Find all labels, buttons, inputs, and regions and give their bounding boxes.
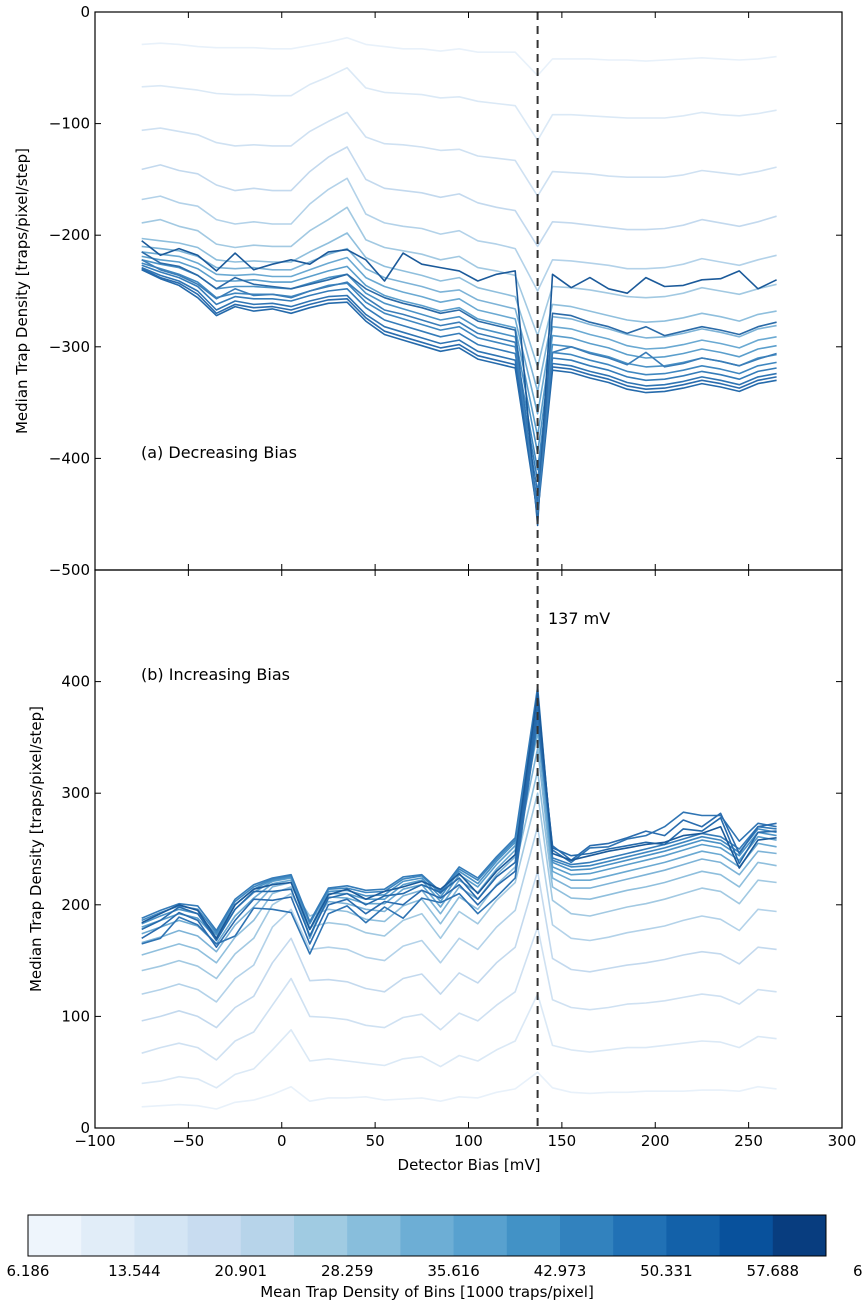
panel-b-series-line-14 [141, 719, 777, 955]
panel-b-series-line-2 [141, 993, 777, 1089]
panel-a-series-line-11 [141, 259, 777, 454]
panel-b-series-line-3 [141, 926, 777, 1061]
colorbar-tick-label: 6.186 [7, 1262, 50, 1280]
panel-b-series-lines [94, 570, 843, 1128]
panel-a-y-ticks: −500 −400 −300 −200 −100 0 [49, 3, 842, 579]
panel-a-series-line-8 [141, 245, 777, 393]
colorbar-tick-label: 20.901 [215, 1262, 268, 1280]
panel-b-series-line-8 [141, 747, 777, 953]
colorbar-cells [28, 1215, 827, 1256]
x-tick-label: 0 [277, 1132, 287, 1150]
colorbar-cell-12 [613, 1215, 667, 1256]
panel-b-series-line-13 [141, 686, 777, 932]
x-tick-label: −50 [173, 1132, 205, 1150]
panel-a-series-lines [94, 12, 843, 570]
panel-a-series-line-15 [141, 267, 777, 504]
colorbar: 6.186 13.544 20.901 28.259 35.616 42.973 50.33… [7, 1214, 863, 1301]
colorbar-cell-13 [666, 1215, 721, 1256]
panel-a-y-tick-label: 0 [80, 3, 90, 21]
panel-b-plot-area [95, 570, 842, 1128]
panel-a-series-line-14 [141, 266, 777, 493]
panel-a-annotation: (a) Decreasing Bias [141, 443, 297, 462]
panel-a-y-axis-title: Median Trap Density [traps/pixel/step] [13, 148, 31, 434]
panel-a-y-tick-label: −400 [49, 449, 90, 467]
panel-a-decreasing-bias: −500 −400 −300 −200 −100 0 (a) Decreasing Bia… [13, 3, 843, 579]
panel-b-series-line-6 [141, 792, 777, 980]
x-tick-label: 250 [734, 1132, 763, 1150]
x-tick-label: −100 [74, 1132, 115, 1150]
panel-b-series-line-1 [141, 1071, 777, 1110]
panel-b-series-line-9 [141, 730, 777, 945]
colorbar-cell-1 [28, 1215, 82, 1256]
panel-a-y-tick-label: −500 [49, 561, 90, 579]
colorbar-tick-label: 57.688 [747, 1262, 800, 1280]
colorbar-tick-label: 13.544 [108, 1262, 161, 1280]
vline-label: 137 mV [548, 609, 610, 628]
panel-b-y-tick-label: 0 [80, 1119, 90, 1137]
panel-a-series-line-9 [141, 251, 777, 415]
panel-b-series-line-17 [141, 691, 777, 940]
panel-b-frame [94, 569, 843, 1129]
panel-a-series-line-19 [141, 259, 777, 513]
colorbar-cell-4 [187, 1215, 242, 1256]
x-tick-label: 300 [828, 1132, 857, 1150]
panel-a-series-line-3 [141, 111, 777, 197]
x-tick-label: 50 [366, 1132, 385, 1150]
panel-a-series-line-13 [141, 264, 777, 482]
colorbar-cell-9 [453, 1215, 508, 1256]
panel-a-series-line-4 [141, 146, 777, 248]
panel-b-y-axis-title: Median Trap Density [traps/pixel/step] [27, 706, 45, 992]
colorbar-tick-label: 42.973 [534, 1262, 587, 1280]
colorbar-cell-14 [719, 1215, 774, 1256]
colorbar-tick-label: 28.259 [321, 1262, 374, 1280]
panel-b-series-line-7 [141, 770, 777, 964]
colorbar-cell-15 [772, 1215, 827, 1256]
colorbar-cell-3 [134, 1215, 189, 1256]
colorbar-frame [27, 1214, 827, 1257]
panel-a-series-line-18 [141, 251, 777, 521]
panel-b-series-line-15 [141, 711, 777, 949]
panel-a-series-line-7 [141, 232, 777, 368]
panel-b-annotation: (b) Increasing Bias [141, 665, 290, 684]
colorbar-tick-label: 35.616 [427, 1262, 480, 1280]
panel-b-y-ticks: 0 100 200 300 400 [61, 569, 842, 1137]
colorbar-cell-8 [400, 1215, 455, 1256]
panel-a-series-line-10 [141, 255, 777, 437]
panel-b-series-line-4 [141, 870, 777, 1029]
panel-a-series-line-6 [141, 206, 777, 337]
panel-b-series-line-12 [141, 694, 777, 934]
panel-a-series-line-16 [141, 269, 777, 516]
colorbar-ticks: 6.186 13.544 20.901 28.259 35.616 42.973 50.33… [7, 1262, 863, 1280]
colorbar-cell-2 [81, 1215, 135, 1256]
panel-a-y-tick-label: −300 [49, 338, 90, 356]
panel-b-x-ticks: −100 −50 0 50 100 150 200 250 300 [74, 1132, 856, 1150]
x-tick-label: 150 [548, 1132, 577, 1150]
colorbar-label: Mean Trap Density of Bins [1000 traps/pi… [260, 1283, 594, 1301]
colorbar-cell-7 [347, 1215, 401, 1256]
panel-b-y-tick-label: 100 [61, 1007, 90, 1025]
colorbar-tick-label: 50.331 [640, 1262, 693, 1280]
panel-a-series-line-17 [141, 240, 777, 527]
colorbar-tick-label: 65.253 [853, 1262, 863, 1280]
colorbar-cell-6 [294, 1215, 348, 1256]
panel-a-series-line-1 [141, 36, 777, 77]
panel-a-y-tick-label: −200 [49, 226, 90, 244]
x-axis-title: Detector Bias [mV] [398, 1156, 541, 1174]
x-tick-label: 200 [641, 1132, 670, 1150]
panel-b-series-line-5 [141, 825, 777, 1003]
panel-a-series-line-2 [141, 67, 777, 142]
panel-a-series-line-5 [141, 177, 777, 292]
panel-b-y-tick-label: 200 [61, 896, 90, 914]
colorbar-cell-10 [506, 1215, 561, 1256]
x-tick-label: 100 [454, 1132, 483, 1150]
colorbar-cell-5 [240, 1215, 295, 1256]
panel-b-y-tick-label: 400 [61, 673, 90, 691]
panel-b-y-tick-label: 300 [61, 784, 90, 802]
panel-a-y-tick-label: −100 [49, 115, 90, 133]
colorbar-cell-11 [560, 1215, 614, 1256]
